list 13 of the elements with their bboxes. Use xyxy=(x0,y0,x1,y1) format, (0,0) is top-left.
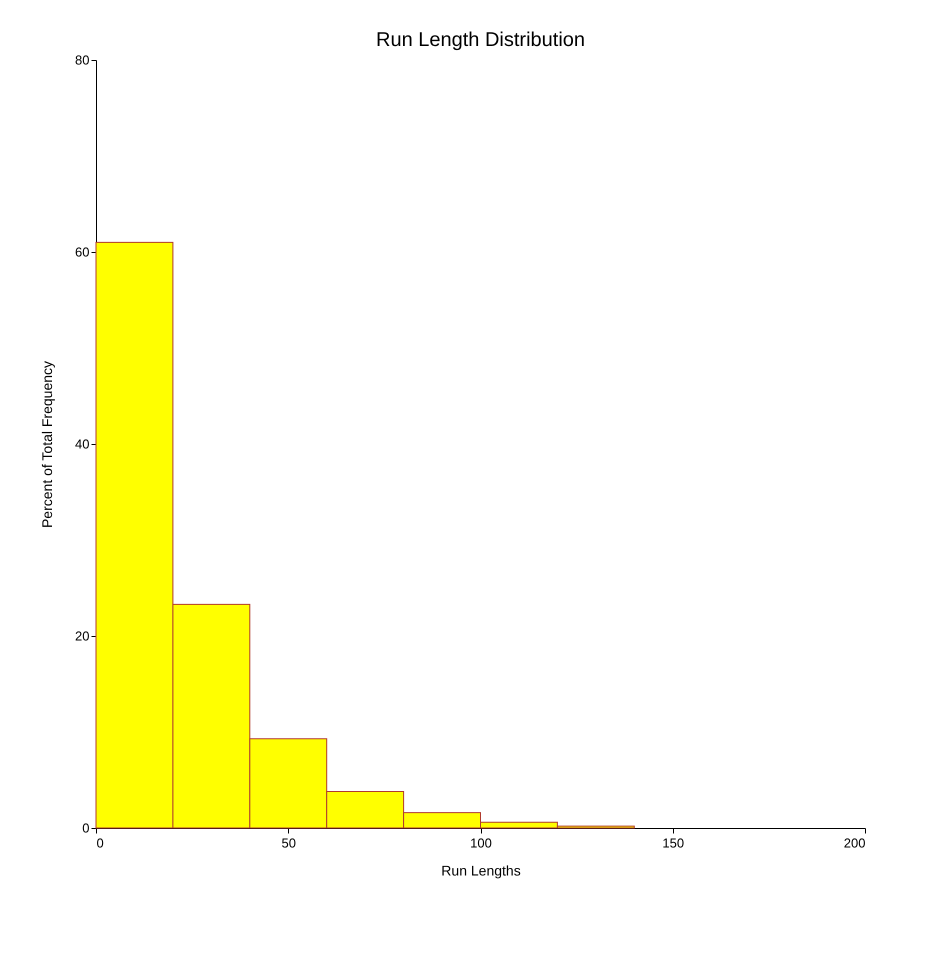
x-tick-label: 0 xyxy=(96,836,104,850)
chart-title: Run Length Distribution xyxy=(376,29,586,51)
y-tick-label: 80 xyxy=(75,52,90,68)
y-tick-label: 40 xyxy=(75,436,90,452)
x-axis-title: Run Lengths xyxy=(441,862,521,878)
y-tick-label: 60 xyxy=(75,244,90,260)
y-tick-label: 0 xyxy=(82,820,90,836)
y-tick-label: 20 xyxy=(75,628,90,644)
y-axis-title: Percent of Total Frequency xyxy=(39,360,56,528)
x-tick-label: 100 xyxy=(470,836,492,850)
x-tick-label: 150 xyxy=(662,836,684,850)
x-tick-label: 50 xyxy=(282,836,296,850)
x-tick-label: 200 xyxy=(844,836,866,850)
